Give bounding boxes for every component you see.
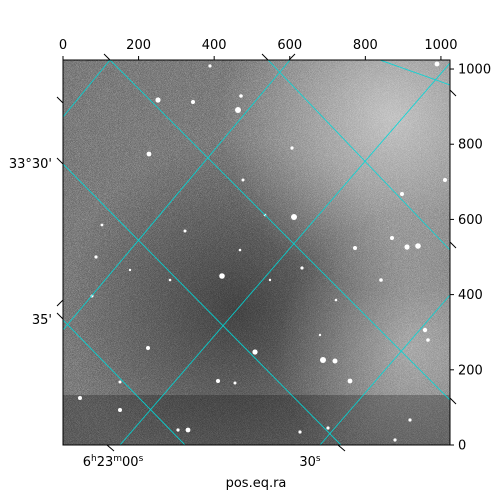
- star: [238, 248, 242, 252]
- star: [183, 229, 187, 233]
- star: [233, 381, 237, 385]
- x-axis-title: pos.eq.ra: [226, 476, 287, 491]
- star: [379, 278, 383, 282]
- grid-line: [267, 60, 450, 251]
- star: [393, 438, 397, 442]
- star: [155, 97, 161, 103]
- pixel-y-tick-label: 400: [458, 288, 483, 303]
- star: [400, 192, 404, 196]
- star: [404, 244, 410, 250]
- ra-label-6h23m00s: 6h23m00s: [83, 454, 144, 470]
- grid-line: [63, 163, 342, 445]
- ra-label-30s: 30s: [299, 454, 321, 470]
- star: [300, 266, 304, 270]
- grid-line: [63, 319, 186, 445]
- grid-line: [63, 60, 291, 331]
- star: [443, 178, 447, 182]
- star: [353, 246, 357, 250]
- star: [78, 396, 82, 400]
- star: [239, 94, 243, 98]
- grid-line: [319, 294, 450, 445]
- sky-image: [63, 60, 450, 445]
- star: [241, 178, 245, 182]
- star: [334, 298, 338, 302]
- star: [326, 426, 330, 430]
- star: [290, 146, 294, 150]
- star: [216, 379, 220, 383]
- dec-label-33-30: 33°30': [9, 157, 52, 172]
- pixel-y-tick-label: 1000: [458, 63, 491, 78]
- celestial-tick-marks: [56, 53, 457, 452]
- star: [219, 273, 225, 279]
- star: [434, 61, 440, 67]
- pixel-x-tick-label: 0: [59, 38, 67, 53]
- star-field: [78, 61, 447, 442]
- pixel-y-tick-label: 0: [458, 439, 466, 454]
- star: [268, 278, 272, 282]
- star: [235, 107, 241, 113]
- star: [118, 408, 122, 412]
- star: [146, 346, 150, 350]
- star: [208, 64, 212, 68]
- pixel-axis-ticks: 0 200 400 600 800 1000 0 200 400 600 800 1000: [59, 38, 491, 454]
- grid-line: [109, 60, 450, 401]
- grid-line: [63, 60, 111, 118]
- star: [332, 358, 338, 364]
- star: [320, 357, 326, 363]
- star: [347, 378, 353, 384]
- star: [415, 243, 421, 249]
- pixel-y-tick-label: 600: [458, 213, 483, 228]
- pixel-x-tick-label: 1000: [424, 38, 457, 53]
- coordinate-grid: [63, 60, 450, 445]
- star: [291, 214, 297, 220]
- star: [422, 327, 428, 333]
- star: [128, 268, 132, 272]
- star: [168, 278, 172, 282]
- pixel-y-tick-label: 800: [458, 138, 483, 153]
- star: [252, 349, 258, 355]
- star: [426, 338, 430, 342]
- star: [176, 428, 180, 432]
- star: [118, 380, 122, 384]
- pixel-x-tick-label: 400: [202, 38, 227, 53]
- pixel-x-tick-label: 600: [277, 38, 302, 53]
- star: [146, 151, 152, 157]
- star: [191, 100, 195, 104]
- star: [408, 418, 412, 422]
- star: [100, 223, 104, 227]
- star: [94, 255, 98, 259]
- pixel-x-tick-label: 200: [126, 38, 151, 53]
- grid-line: [119, 62, 450, 445]
- star: [390, 236, 394, 240]
- grid-line: [379, 60, 450, 86]
- pixel-y-tick-label: 200: [458, 363, 483, 378]
- star: [318, 333, 322, 337]
- plot-frame: [62, 59, 451, 446]
- dec-label-35: 35': [32, 313, 52, 328]
- star: [185, 427, 191, 433]
- star: [298, 430, 302, 434]
- pixel-x-tick-label: 800: [353, 38, 378, 53]
